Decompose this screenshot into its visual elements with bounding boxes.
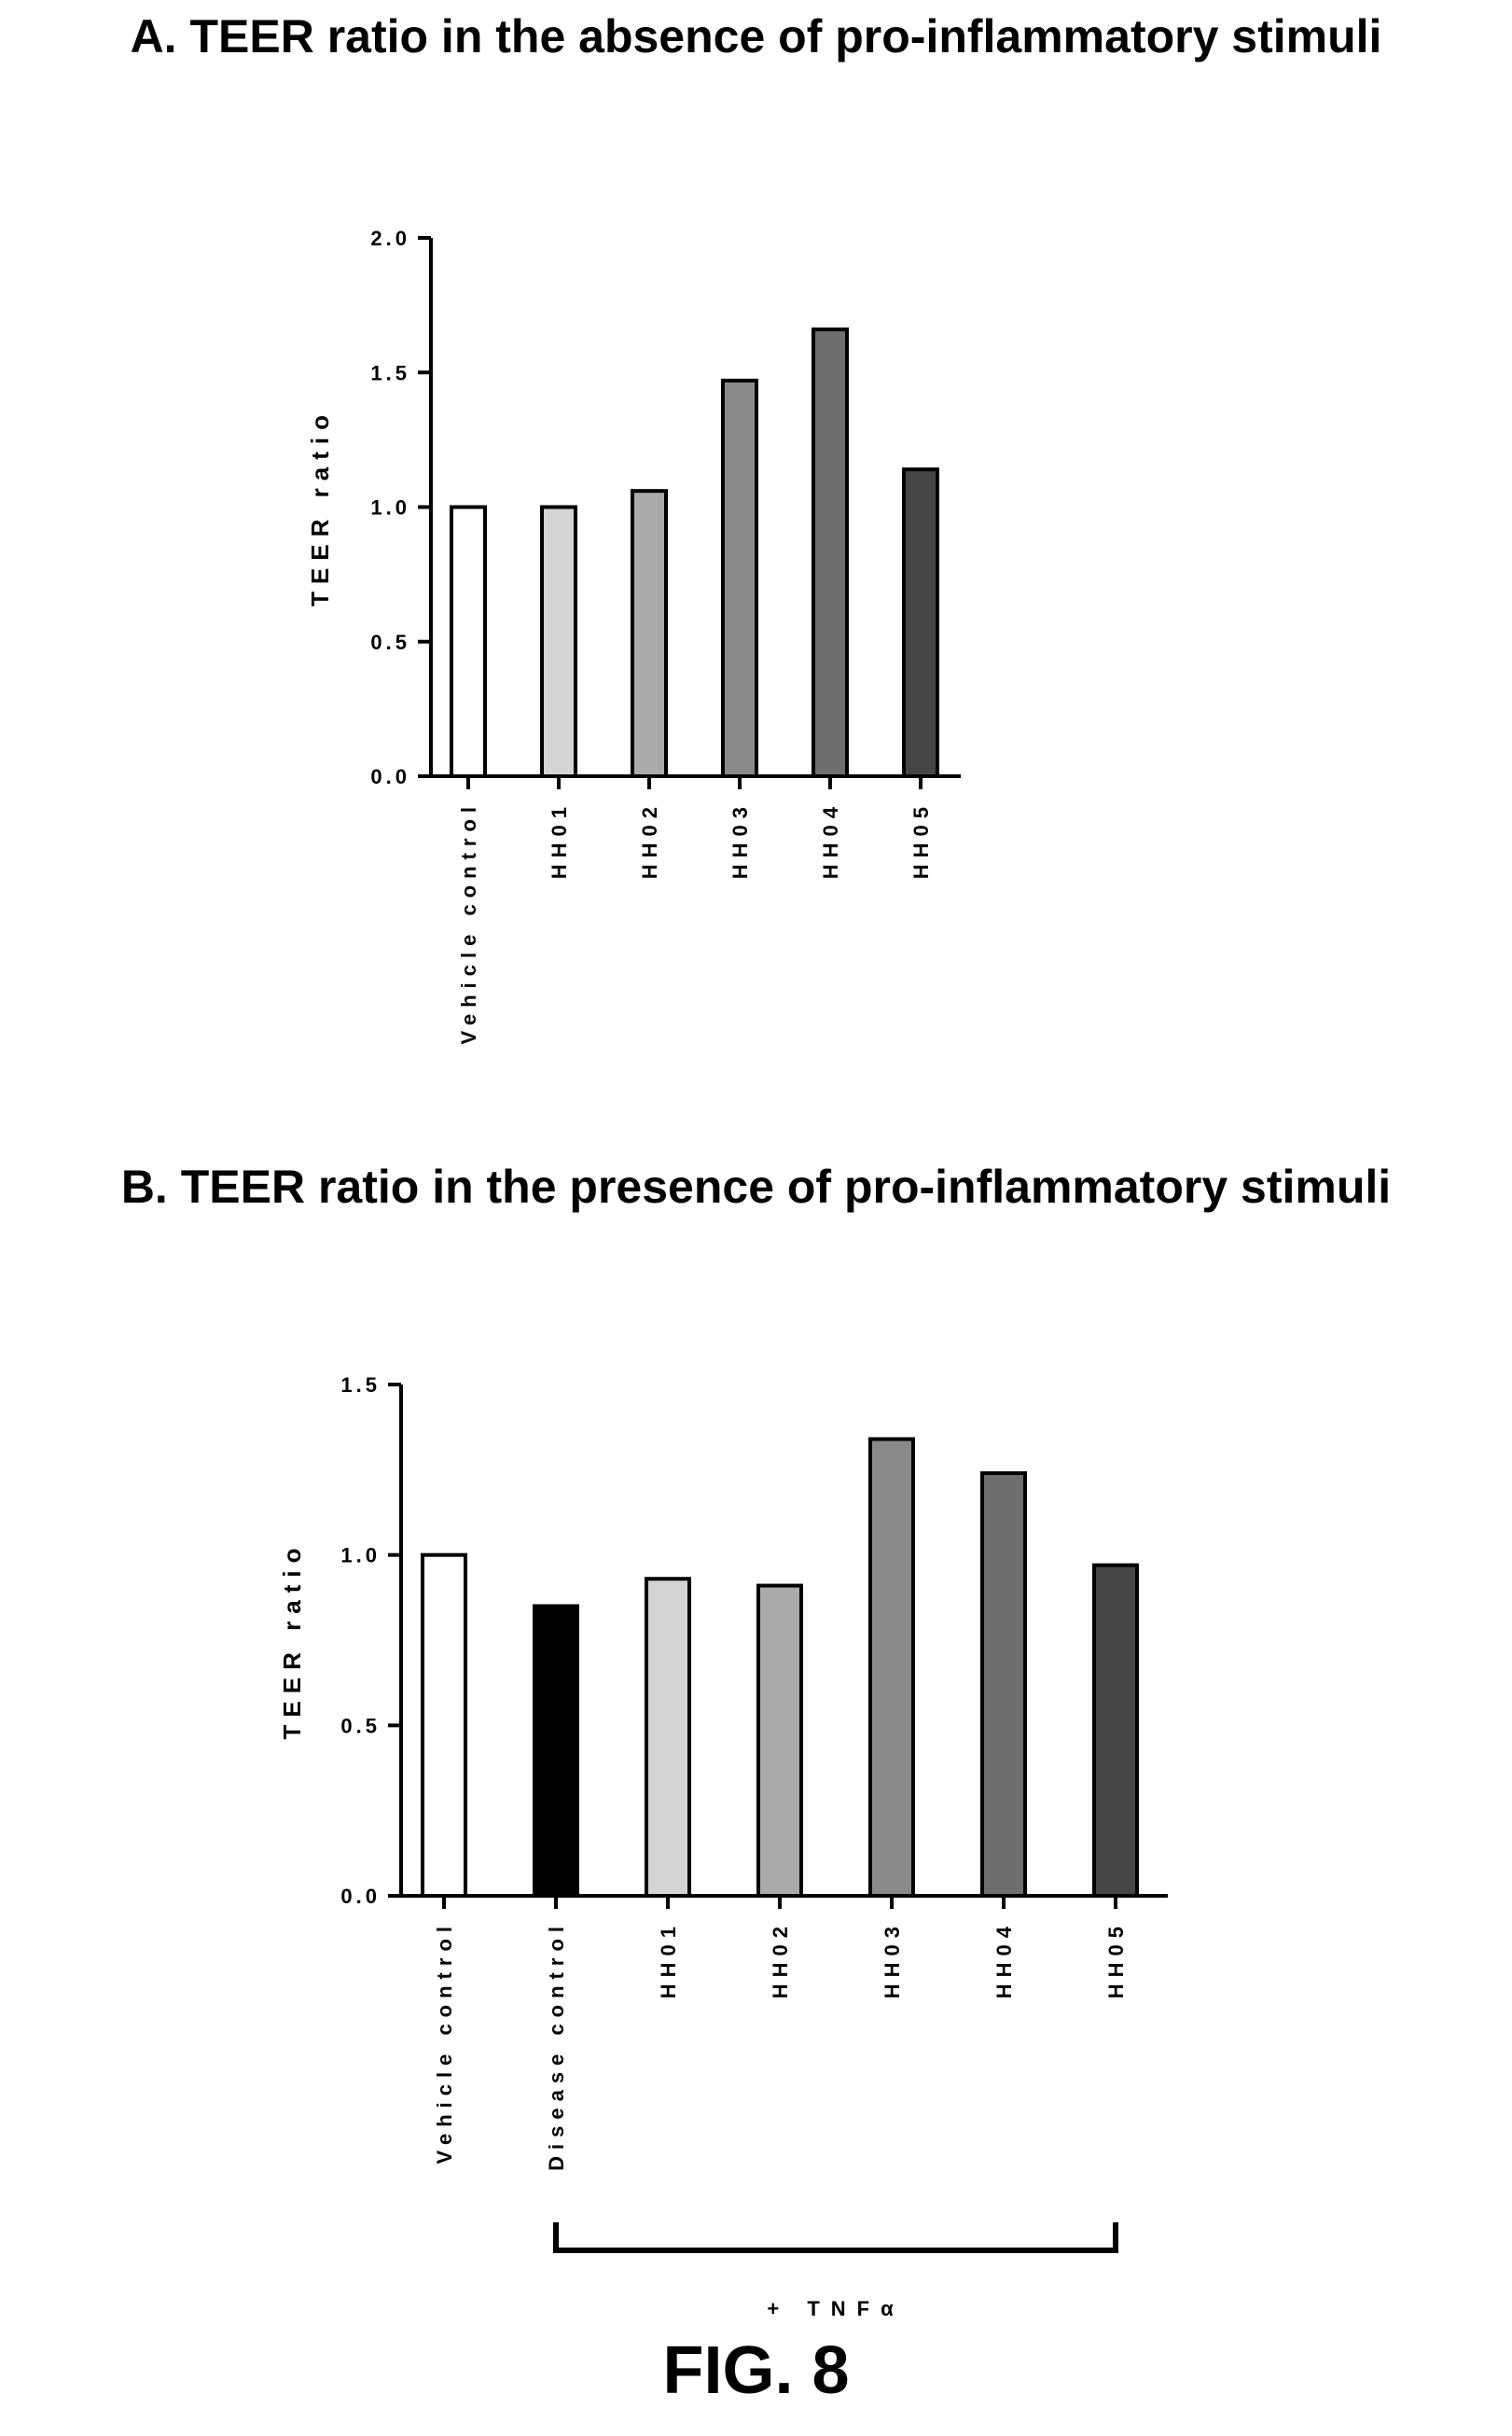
x-tick-label: HH03: [728, 800, 752, 879]
bar-hh03: [721, 378, 758, 778]
x-tick-label: HH01: [657, 1920, 680, 1998]
bar-hh01: [540, 505, 577, 778]
bar-hh02: [631, 489, 668, 778]
bar-hh05: [902, 467, 939, 778]
x-tick-label: HH04: [992, 1920, 1016, 1998]
bar-hh04: [811, 327, 849, 778]
x-tick-label: HH02: [769, 1920, 792, 1998]
figure-label: FIG. 8: [662, 2333, 850, 2408]
x-tick-label: Vehicle control: [433, 1920, 456, 2165]
x-tick-label: HH02: [638, 800, 661, 879]
bar-hh01: [645, 1577, 691, 1898]
bar-vehicle-control: [421, 1552, 467, 1899]
chart-a: 0.0 0.5 1.0 1.5 2.0 TEER ratio Vehicle control…: [306, 227, 961, 1045]
tnf-bracket: [553, 2222, 1118, 2253]
bar-disease-control: [533, 1604, 579, 1898]
bar-hh04: [980, 1470, 1027, 1898]
y-tick-label: 0.5: [340, 1714, 381, 1737]
x-tick-label: HH04: [819, 800, 842, 879]
y-tick-label: 0.0: [370, 765, 410, 788]
x-tick-label: Disease control: [545, 1920, 568, 2171]
x-tick-label: HH05: [1104, 1920, 1128, 1998]
x-tick-label: HH05: [909, 800, 933, 879]
y-axis-title: TEER ratio: [278, 1541, 306, 1740]
y-tick-label: 1.5: [340, 1373, 381, 1397]
y-tick-label: 2.0: [370, 227, 410, 250]
bar-hh02: [756, 1583, 803, 1898]
panel-a-title: A. TEER ratio in the absence of pro-infl…: [130, 10, 1382, 63]
bar-hh05: [1092, 1563, 1139, 1898]
y-axis-title: TEER ratio: [306, 408, 334, 606]
bar-vehicle-control: [450, 505, 487, 778]
x-tick-label: HH03: [881, 1920, 904, 1998]
x-tick-label: HH01: [548, 800, 571, 879]
chart-b: 0.0 0.5 1.0 1.5 TEER ratio Vehicle control Dis…: [278, 1373, 1168, 2320]
x-tick-label: Vehicle control: [457, 800, 480, 1045]
bracket-label: + TNFα: [767, 2297, 904, 2320]
y-tick-label: 1.5: [370, 361, 410, 384]
panel-b-title: B. TEER ratio in the presence of pro-inf…: [120, 1161, 1392, 1213]
y-tick-label: 1.0: [340, 1544, 381, 1567]
bar-hh03: [868, 1437, 915, 1898]
y-tick-label: 1.0: [370, 496, 410, 520]
y-tick-label: 0.5: [370, 631, 410, 654]
y-tick-label: 0.0: [340, 1885, 381, 1908]
